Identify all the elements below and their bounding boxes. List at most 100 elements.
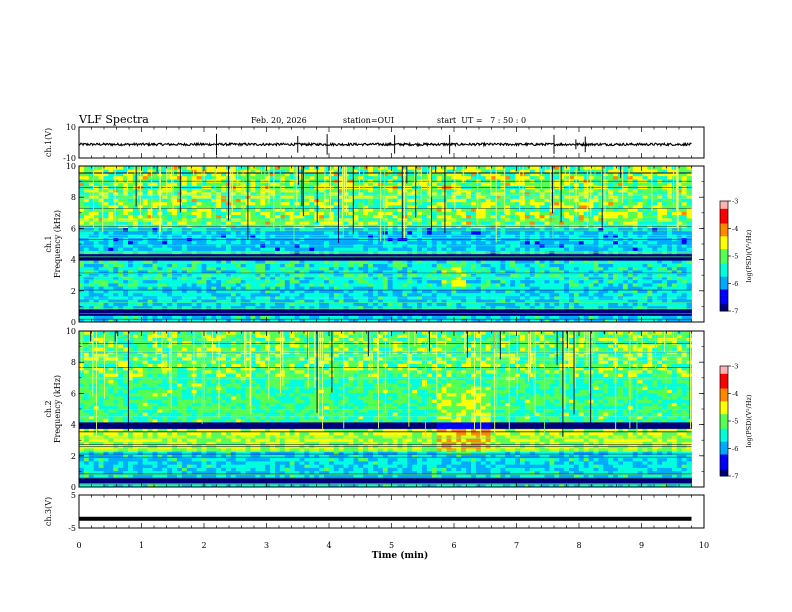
spectrogram-cell bbox=[79, 166, 85, 170]
spectrogram-cell bbox=[304, 289, 310, 294]
spectrogram-cell bbox=[554, 182, 560, 186]
spectrogram-cell bbox=[123, 205, 129, 209]
spectrogram-cell bbox=[564, 263, 570, 268]
spectrogram-cell bbox=[353, 299, 359, 303]
spectrogram-cell bbox=[324, 315, 330, 320]
spectrogram-cell bbox=[338, 309, 344, 313]
spectrogram-cell bbox=[353, 182, 359, 186]
spectrogram-cell bbox=[93, 247, 99, 251]
spectrogram-cell bbox=[475, 172, 482, 177]
spectrogram-cell bbox=[480, 211, 487, 216]
spectrogram-cell bbox=[417, 305, 423, 310]
spectrogram-cell bbox=[348, 201, 354, 206]
spectrogram-cell bbox=[270, 292, 276, 297]
spectrogram-cell bbox=[186, 283, 193, 287]
spectrogram-cell bbox=[461, 260, 467, 264]
spectrogram-cell bbox=[471, 315, 477, 320]
spectrogram-cell bbox=[446, 270, 452, 274]
spectrogram-cell bbox=[186, 260, 193, 264]
spectrogram-cell bbox=[152, 263, 158, 268]
spectrogram-cell bbox=[162, 283, 168, 287]
spectrogram-cell bbox=[554, 198, 560, 203]
spectrogram-cell bbox=[461, 299, 467, 303]
spectrogram-cell bbox=[250, 201, 256, 206]
spectrogram-cell bbox=[520, 263, 526, 268]
spectrogram-cell bbox=[196, 188, 202, 193]
spectrogram-cell bbox=[137, 309, 144, 313]
spectrogram-cell bbox=[226, 231, 232, 235]
spectrogram-cell bbox=[397, 192, 403, 196]
spectrogram-cell bbox=[422, 175, 428, 180]
spectrogram-cell bbox=[226, 266, 232, 271]
spectrogram-cell bbox=[289, 175, 295, 180]
spectrogram-cell bbox=[309, 302, 315, 307]
spectrogram-cell bbox=[373, 221, 379, 225]
spectrogram-cell bbox=[485, 247, 491, 251]
spectrogram-cell bbox=[230, 198, 237, 203]
spectrogram-cell bbox=[128, 247, 134, 251]
spectrogram-cell bbox=[392, 227, 398, 232]
spectrogram-cell bbox=[196, 231, 202, 235]
spectrogram-cell bbox=[181, 214, 188, 219]
spectrogram-cell bbox=[510, 286, 516, 290]
spectrogram-cell bbox=[412, 257, 418, 261]
spectrogram-cell bbox=[373, 205, 379, 209]
spectrogram-cell bbox=[461, 227, 467, 232]
spectrogram-cell bbox=[230, 214, 237, 219]
start-time-label: start UT = 7 : 50 : 0 bbox=[437, 116, 526, 125]
spectrogram-cell bbox=[456, 247, 462, 251]
spectrogram-cell bbox=[554, 201, 560, 206]
spectrogram-cell bbox=[299, 218, 305, 222]
spectrogram-cell bbox=[451, 283, 457, 287]
spectrogram-cell bbox=[348, 309, 354, 313]
spectrogram-cell bbox=[319, 169, 325, 173]
spectrogram-cell bbox=[392, 266, 398, 271]
spectrogram-cell bbox=[177, 211, 183, 216]
spectrogram-cell bbox=[544, 266, 550, 271]
spectrogram-cell bbox=[544, 169, 550, 173]
spectrogram-cell bbox=[397, 309, 403, 313]
spectrogram-cell bbox=[186, 263, 193, 268]
spectrogram-cell bbox=[524, 266, 531, 271]
spectrogram-cell bbox=[559, 283, 565, 287]
spectrogram-cell bbox=[226, 292, 232, 297]
spectrogram-cell bbox=[230, 260, 237, 264]
spectrogram-cell bbox=[412, 211, 418, 216]
spectrogram-cell bbox=[451, 198, 457, 203]
spectrogram-cell bbox=[196, 292, 202, 297]
spectrogram-cell bbox=[177, 221, 183, 225]
spectrogram-cell bbox=[191, 292, 197, 297]
spectrogram-cell bbox=[132, 289, 139, 294]
spectrogram-cell bbox=[524, 214, 531, 219]
spectrogram-cell bbox=[206, 283, 212, 287]
spectrogram-cell bbox=[113, 205, 119, 209]
spectrogram-cell bbox=[500, 299, 506, 303]
spectrogram-cell bbox=[333, 208, 340, 212]
spectrogram-cell bbox=[539, 279, 545, 284]
spectrogram-cell bbox=[177, 309, 183, 313]
spectrogram-cell bbox=[245, 286, 251, 290]
spectrogram-cell bbox=[226, 221, 232, 225]
spectrogram-cell bbox=[529, 240, 536, 245]
spectrogram-cell bbox=[559, 309, 565, 313]
spectrogram-cell bbox=[500, 198, 506, 203]
spectrogram-cell bbox=[392, 169, 398, 173]
spectrogram-cell bbox=[451, 221, 457, 225]
spectrogram-cell bbox=[113, 263, 119, 268]
spectrogram-cell bbox=[128, 266, 134, 271]
spectrogram-cell bbox=[446, 172, 452, 177]
spectrogram-cell bbox=[569, 299, 575, 303]
spectrogram-cell bbox=[397, 231, 403, 235]
spectrogram-cell bbox=[461, 312, 467, 316]
spectrogram-cell bbox=[446, 315, 452, 320]
spectrogram-cell bbox=[177, 175, 183, 180]
spectrogram-cell bbox=[319, 270, 325, 274]
spectrogram-cell bbox=[412, 201, 418, 206]
spectrogram-cell bbox=[520, 253, 526, 258]
spectrogram-cell bbox=[108, 227, 114, 232]
spectrogram-cell bbox=[103, 211, 109, 216]
spectrogram-cell bbox=[284, 169, 291, 173]
spectrogram-cell bbox=[353, 166, 359, 170]
spectrogram-cell bbox=[230, 192, 237, 196]
spectrogram-cell bbox=[461, 302, 467, 307]
